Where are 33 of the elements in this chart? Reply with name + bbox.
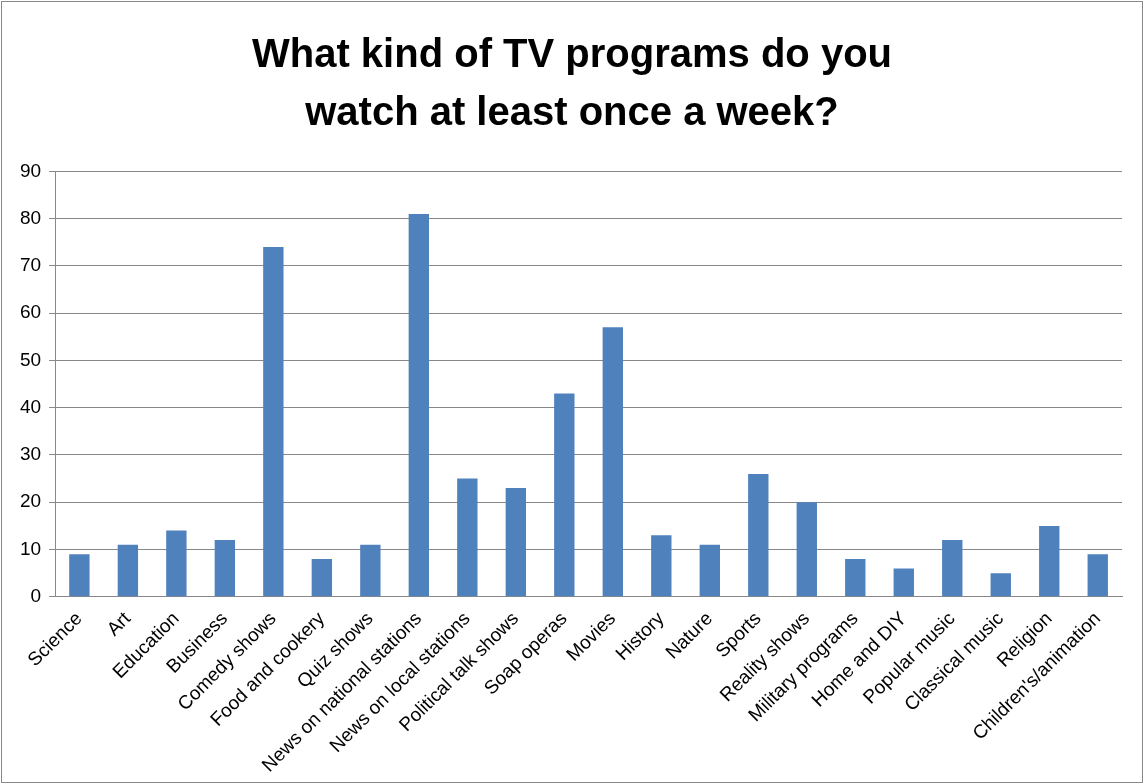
- bar: [505, 488, 527, 597]
- bar: [263, 247, 284, 597]
- y-tick-label: 20: [19, 490, 42, 512]
- bar: [748, 473, 769, 597]
- bar: [990, 573, 1011, 597]
- bar: [942, 540, 963, 597]
- bar: [457, 478, 478, 597]
- bar: [699, 544, 720, 597]
- y-tick-label: 80: [19, 206, 42, 228]
- bar: [408, 213, 430, 597]
- bar: [117, 544, 139, 597]
- bar: [893, 568, 914, 597]
- bar: [651, 535, 672, 597]
- bar: [166, 530, 187, 597]
- bar: [311, 558, 333, 597]
- y-tick-label: 70: [19, 254, 42, 276]
- y-tick-label: 90: [19, 159, 42, 181]
- bar: [360, 544, 381, 597]
- y-tick-label: 40: [19, 395, 42, 417]
- bar: [1039, 525, 1060, 597]
- y-tick-label: 30: [19, 443, 42, 465]
- y-tick-label: 50: [19, 348, 42, 370]
- y-tick-label: 0: [30, 585, 42, 607]
- chart-title: What kind of TV programs do you watch at least once a week?: [251, 30, 893, 135]
- y-tick-label: 60: [19, 301, 42, 323]
- bar: [1087, 554, 1108, 597]
- bar: [602, 327, 623, 597]
- y-tick-label: 10: [19, 537, 42, 559]
- bar: [845, 558, 866, 597]
- bar: [69, 554, 90, 597]
- bar: [796, 502, 817, 597]
- bar: [214, 540, 236, 597]
- bar: [554, 393, 575, 597]
